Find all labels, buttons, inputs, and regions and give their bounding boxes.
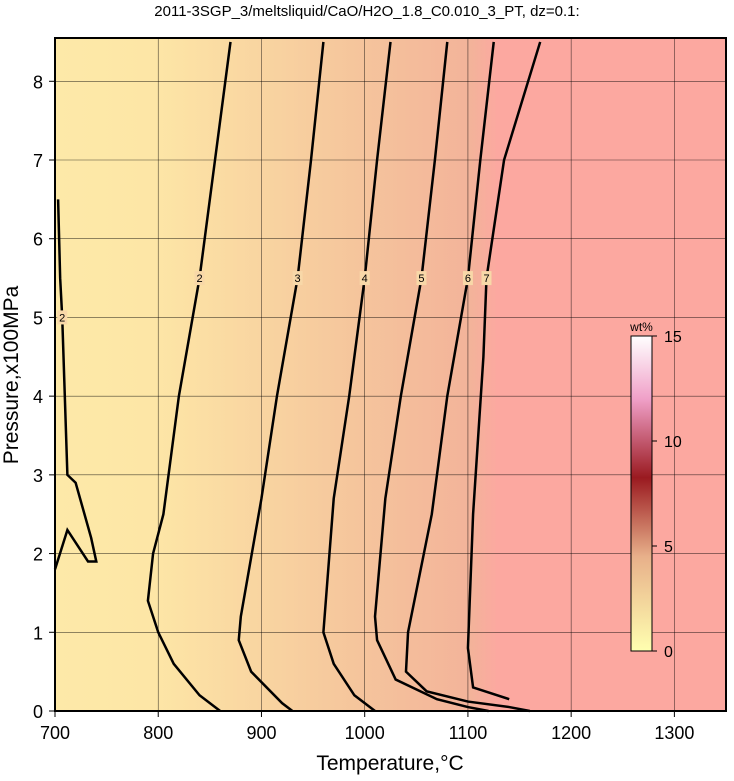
x-tick-label: 1200: [551, 723, 591, 743]
y-tick-label: 5: [33, 308, 43, 328]
contour-label: 3: [295, 273, 301, 285]
contour-label-bg: [292, 271, 303, 286]
contour-label: 6: [465, 273, 471, 285]
contour-label-bg: [359, 271, 370, 286]
y-tick-label: 1: [33, 623, 43, 643]
contour-label: 2: [196, 273, 202, 285]
colorbar-label: wt%: [629, 320, 653, 334]
y-tick-label: 7: [33, 151, 43, 171]
contour-label: 2: [59, 312, 65, 324]
y-tick-label: 6: [33, 230, 43, 250]
contour-line: [146, 41, 232, 712]
contour-line: [322, 41, 392, 712]
y-tick-label: 0: [33, 702, 43, 722]
contour-label: 7: [483, 273, 489, 285]
colorbar-tick-label: 5: [664, 539, 673, 556]
y-tick-label: 3: [33, 466, 43, 486]
plot-area: [55, 38, 726, 711]
colorbar-tick-label: 0: [664, 644, 673, 661]
colorbar-tick-label: 15: [664, 329, 682, 346]
contour-line: [237, 41, 325, 712]
x-tick-label: 700: [40, 723, 70, 743]
contour-line: [373, 41, 489, 713]
contour-label: 5: [418, 273, 424, 285]
x-tick-label: 800: [143, 723, 173, 743]
x-axis-label: Temperature,°C: [316, 752, 463, 775]
x-tick-label: 1100: [449, 723, 488, 743]
y-axis-label: Pressure,x100MPa: [0, 285, 23, 464]
contour-label-bg: [194, 271, 205, 286]
contour-line: [53, 199, 98, 570]
x-tick-label: 900: [246, 723, 276, 743]
contour-line: [466, 41, 542, 701]
chart-title: 2011-3SGP_3/meltsliquid/CaO/H2O_1.8_C0.0…: [154, 3, 579, 20]
y-tick-label: 4: [33, 387, 43, 407]
colorbar-tick-label: 10: [664, 434, 682, 451]
contour-label: 4: [362, 273, 368, 285]
contour-label-bg: [416, 271, 427, 286]
colorbar: [630, 335, 653, 652]
y-tick-label: 8: [33, 72, 43, 92]
contour-label-bg: [481, 271, 492, 286]
contour-label-bg: [57, 310, 68, 325]
plot-frame: [54, 37, 727, 712]
y-tick-label: 2: [33, 545, 43, 565]
contour-line: [404, 41, 531, 713]
contour-label-bg: [462, 271, 473, 286]
x-tick-label: 1000: [345, 723, 385, 743]
x-tick-label: 1300: [654, 723, 694, 743]
